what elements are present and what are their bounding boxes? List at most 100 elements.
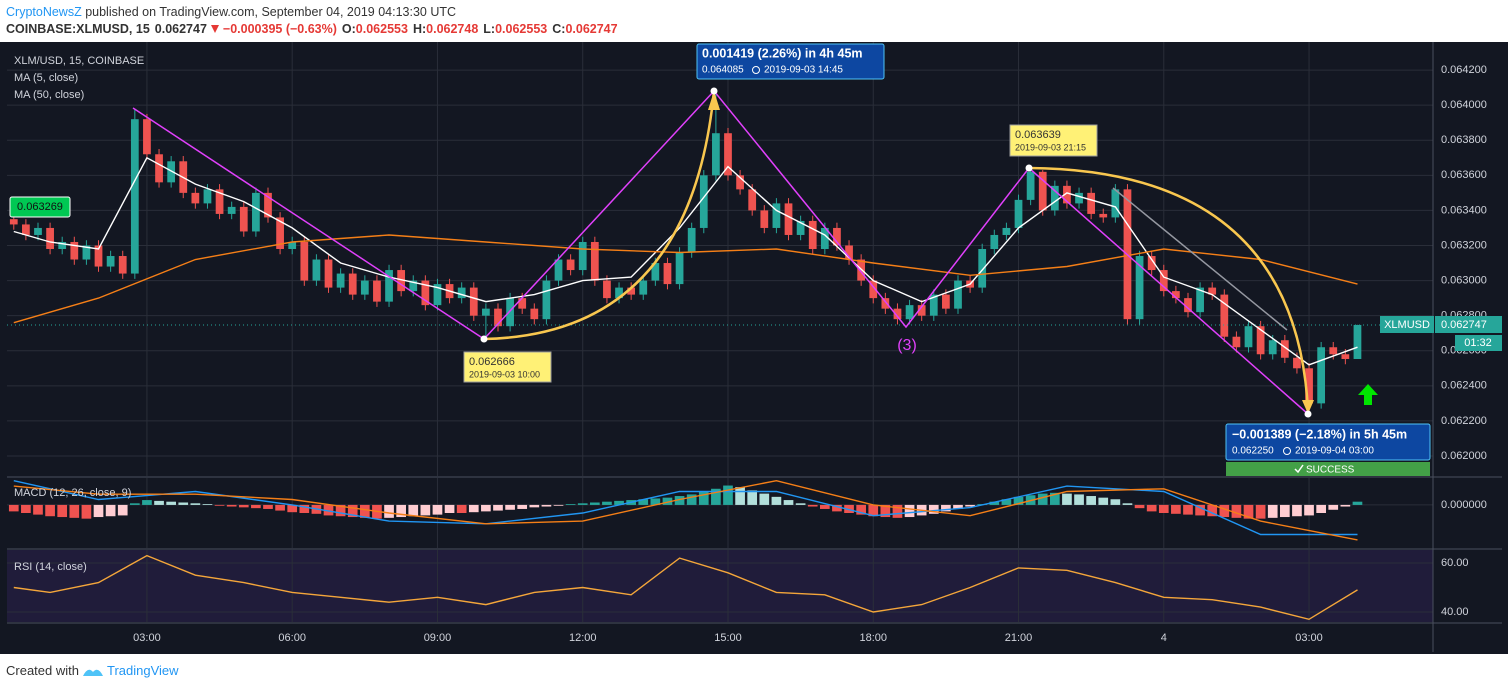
candle-body xyxy=(106,256,115,267)
check-icon xyxy=(1294,464,1304,474)
macd-bar xyxy=(505,504,515,510)
y-tick-label: 0.000000 xyxy=(1441,499,1487,511)
x-tick-label: 03:00 xyxy=(133,632,161,644)
candle-body xyxy=(917,305,926,316)
y-tick-label: 0.063800 xyxy=(1441,134,1487,146)
macd-bar xyxy=(904,504,915,518)
brand-logo xyxy=(82,669,103,676)
drawings: (3) 0.001419 (2.26%) in 4h 45m 0.064085 … xyxy=(9,43,1502,476)
candle-body xyxy=(94,245,103,267)
footer-text: Created with xyxy=(6,663,79,678)
candle-body xyxy=(772,203,781,228)
candle-body xyxy=(1050,185,1059,211)
macd-bar xyxy=(1037,493,1048,505)
macd-bar xyxy=(263,504,273,509)
last-price-tag xyxy=(1435,316,1502,333)
candle-body xyxy=(760,210,769,228)
data-layer: 03:00 06:00 09:00 12:00 15:00 18:00 21:00 4 03:0… xyxy=(7,42,1487,644)
macd-bar xyxy=(965,504,975,507)
macd-bar xyxy=(1110,499,1121,505)
l-value: 0.062553 xyxy=(495,22,548,36)
legend-ma50: MA (50, close) xyxy=(14,89,84,101)
macd-bar xyxy=(1146,504,1157,512)
l-label: L: xyxy=(483,22,496,36)
candle-body xyxy=(663,263,672,285)
candle-body xyxy=(566,259,575,271)
candle-body xyxy=(397,270,406,292)
candle-body xyxy=(808,220,817,250)
symbol-tag xyxy=(1380,316,1434,333)
h-label: H: xyxy=(412,22,427,36)
macd-bar xyxy=(1013,496,1024,505)
y-tick-label: 60.00 xyxy=(1441,557,1469,569)
series-line xyxy=(13,554,1358,621)
candle-body xyxy=(1159,270,1168,292)
candle-body xyxy=(748,189,757,211)
macd-bar xyxy=(747,490,758,505)
candle-body xyxy=(978,249,987,288)
macd-bar xyxy=(93,504,104,518)
chart-title: XLM/USD, 15, COINBASE xyxy=(14,55,144,67)
candle-body xyxy=(167,161,176,183)
macd-bar xyxy=(57,504,68,518)
macd-bar xyxy=(1352,501,1363,505)
y-tick-label: 0.063200 xyxy=(1441,239,1487,251)
macd-bar xyxy=(577,503,588,505)
macd-bar xyxy=(892,504,903,518)
macd-bar xyxy=(33,504,43,515)
macd-bar xyxy=(565,504,576,505)
macd-bar xyxy=(238,504,249,508)
macd-bar xyxy=(45,504,55,517)
macd-bar xyxy=(868,504,879,517)
macd-bar xyxy=(1049,492,1060,505)
candle-body xyxy=(336,273,345,288)
macd-bar xyxy=(1328,504,1339,510)
macd-bar xyxy=(1122,503,1133,505)
candle-body xyxy=(542,280,551,320)
macd-bar xyxy=(614,500,624,505)
candle-body xyxy=(1099,213,1108,218)
brand[interactable]: TradingView xyxy=(106,663,179,678)
candle-body xyxy=(627,287,636,295)
fall-change: −0.001389 (−2.18%) in 5h 45m xyxy=(1232,427,1407,441)
candle-body xyxy=(469,287,478,316)
macd-bar xyxy=(154,500,164,505)
candle-body xyxy=(724,133,732,176)
candle-body xyxy=(1293,357,1301,369)
y-tick-label: 0.062400 xyxy=(1441,380,1487,392)
candle-body xyxy=(712,133,720,176)
series-line xyxy=(13,479,1358,541)
trend-line xyxy=(1112,187,1288,331)
macd-bar xyxy=(468,504,479,513)
macd-bar xyxy=(166,501,176,505)
candle-body xyxy=(833,227,841,246)
candle-body xyxy=(615,287,623,299)
candle-body xyxy=(687,227,696,253)
published: published on TradingView.com, September … xyxy=(81,5,457,19)
macd-bar xyxy=(1001,499,1012,505)
low-time: 2019-09-03 10:00 xyxy=(469,369,540,379)
candle-body xyxy=(1280,340,1289,358)
candle-body xyxy=(820,227,829,250)
fall-status: SUCCESS xyxy=(1306,465,1355,476)
macd-bar xyxy=(1304,504,1314,516)
candle-body xyxy=(46,227,54,250)
macd-bar xyxy=(832,504,842,512)
candle-body xyxy=(1111,189,1120,218)
macd-bar xyxy=(1062,493,1072,505)
publisher[interactable]: CryptoNewsZ xyxy=(6,5,82,19)
candle-body xyxy=(736,175,744,190)
macd-bar xyxy=(21,504,31,513)
candle-body xyxy=(784,203,793,235)
macd-bar xyxy=(347,504,358,518)
macd-bar xyxy=(686,494,697,505)
macd-bar xyxy=(287,504,298,513)
candle-body xyxy=(1244,326,1253,348)
candle-body xyxy=(1268,340,1277,355)
macd-bar xyxy=(941,504,951,512)
candle-body xyxy=(1353,324,1362,359)
macd-bar xyxy=(698,492,709,505)
header-line-2: COINBASE:XLMUSD, 15 0.062747 −0.000395 (… xyxy=(6,22,618,36)
success-bar xyxy=(1226,462,1430,476)
